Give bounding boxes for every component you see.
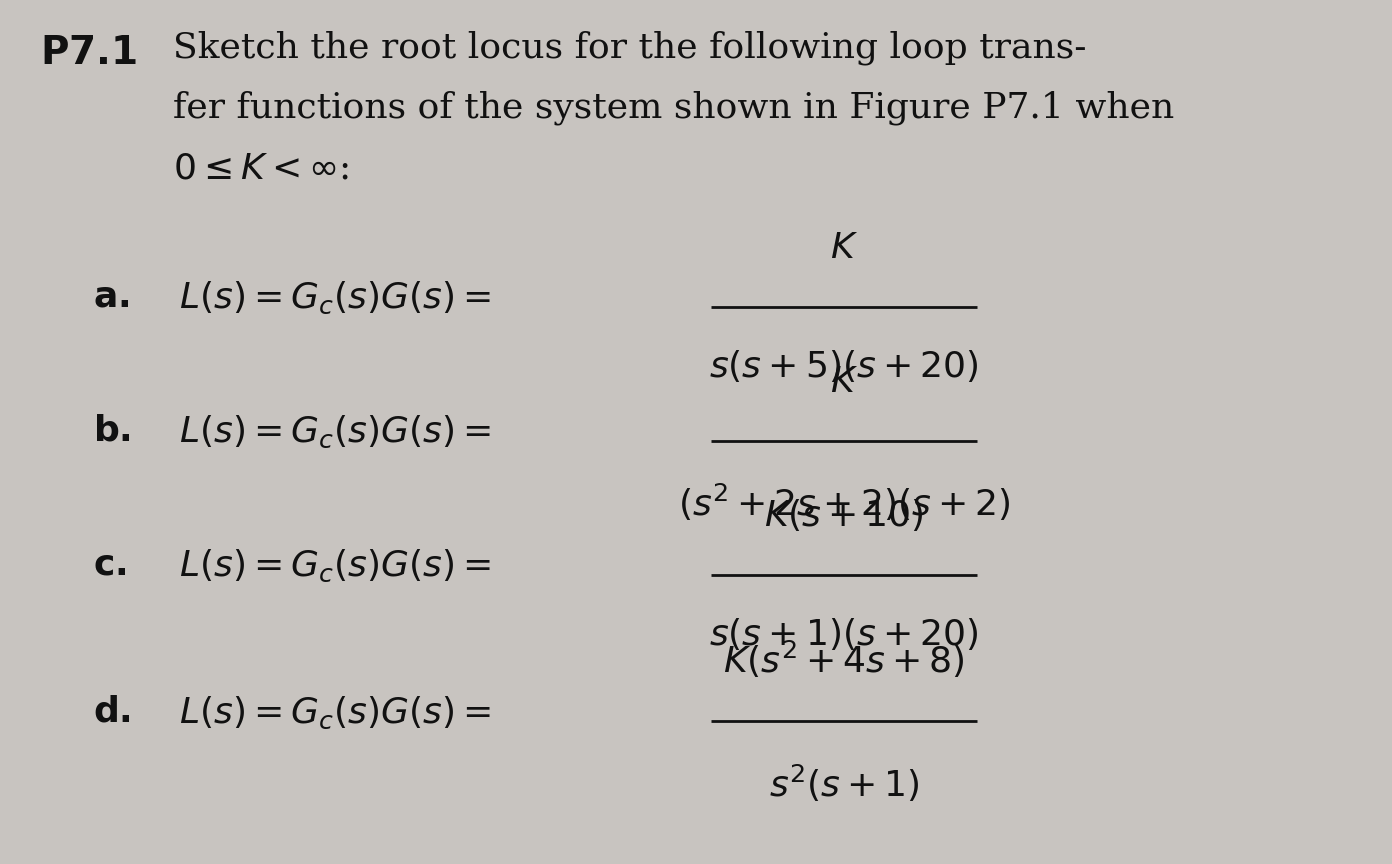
- Text: $s(s+5)(s+20)$: $s(s+5)(s+20)$: [710, 348, 979, 384]
- Text: Sketch the root locus for the following loop trans-: Sketch the root locus for the following …: [173, 30, 1086, 65]
- Text: $L(s) = G_c(s)G(s) = $: $L(s) = G_c(s)G(s) = $: [180, 695, 491, 731]
- Text: $\mathbf{c.}$: $\mathbf{c.}$: [93, 547, 127, 581]
- Text: $0 \leq K < \infty$:: $0 \leq K < \infty$:: [173, 151, 349, 185]
- Text: $L(s) = G_c(s)G(s) = $: $L(s) = G_c(s)G(s) = $: [180, 414, 491, 450]
- Text: $K(s+10)$: $K(s+10)$: [764, 497, 924, 533]
- Text: $L(s) = G_c(s)G(s) = $: $L(s) = G_c(s)G(s) = $: [180, 548, 491, 584]
- Text: $s^2(s+1)$: $s^2(s+1)$: [768, 763, 920, 804]
- Text: $\mathbf{d.}$: $\mathbf{d.}$: [93, 694, 131, 728]
- Text: $\mathbf{b.}$: $\mathbf{b.}$: [93, 413, 131, 448]
- Text: fer functions of the system shown in Figure P7.1 when: fer functions of the system shown in Fig…: [173, 91, 1173, 125]
- Text: $L(s) = G_c(s)G(s) = $: $L(s) = G_c(s)G(s) = $: [180, 280, 491, 316]
- Text: $K(s^2+4s+8)$: $K(s^2+4s+8)$: [724, 638, 965, 680]
- Text: $K$: $K$: [830, 232, 857, 265]
- Text: $K$: $K$: [830, 365, 857, 399]
- Text: $s(s+1)(s+20)$: $s(s+1)(s+20)$: [710, 616, 979, 652]
- Text: $(s^2+2s+2)(s+2)$: $(s^2+2s+2)(s+2)$: [678, 482, 1011, 524]
- Text: $\mathbf{P7.1}$: $\mathbf{P7.1}$: [40, 35, 136, 72]
- Text: $\mathbf{a.}$: $\mathbf{a.}$: [93, 279, 129, 314]
